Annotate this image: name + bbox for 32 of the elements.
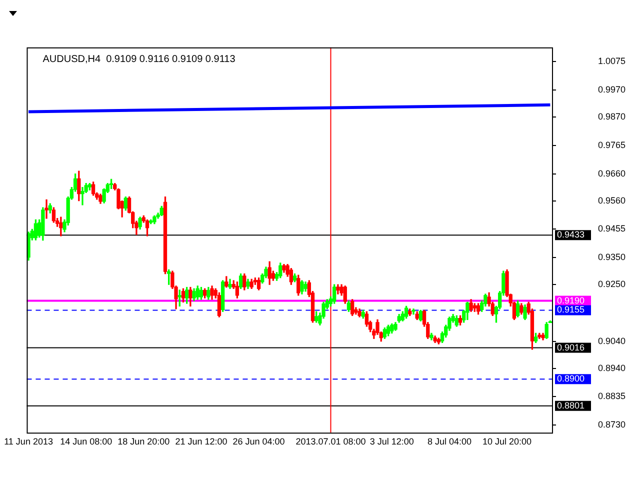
ref-line-label: 0.9016 [557,342,585,352]
y-tick-label: 0.8835 [598,391,626,402]
x-tick-label: 8 Jul 04:00 [427,436,472,446]
x-tick-label: 10 Jul 20:00 [482,436,532,446]
candlestick [44,199,48,219]
ref-line-label: 0.9433 [557,230,585,240]
x-tick-label: 21 Jun 12:00 [175,436,228,446]
ref-line-label: 0.9190 [557,295,585,306]
text: AUDUSD,H4 0.9109 0.9116 0.9109 0.9113 [42,54,236,66]
x-tick-label: 14 Jun 08:00 [60,436,112,446]
ref-line-label: 0.9155 [557,304,585,315]
y-tick-label: 1.0075 [598,56,626,66]
y-tick-label: 0.9455 [598,224,626,234]
y-tick-label: 0.9765 [598,140,626,150]
ref-line-label: 0.8900 [557,374,585,384]
x-tick-label: 26 Jun 04:00 [232,436,285,446]
candlestick [80,186,84,206]
y-tick-label: 0.9250 [598,279,626,290]
x-tick-label: 3 Jul 12:00 [370,436,414,446]
candlestick [412,308,416,315]
ref-line-label: 0.8801 [557,400,585,410]
y-tick-label: 0.9660 [598,168,626,178]
x-tick-label: 18 Jun 20:00 [118,436,170,446]
x-tick-label: 11 Jun 2013 [4,436,53,446]
y-tick-label: 0.9970 [598,84,626,95]
y-tick-label: 0.9870 [598,112,626,122]
x-tick-label: 2013.07.01 08:00 [296,436,366,446]
y-tick-label: 0.9560 [598,195,626,206]
y-tick-label: 0.8730 [598,420,626,430]
y-tick-label: 0.9350 [598,252,626,262]
y-tick-label: 0.9040 [598,336,626,346]
y-tick-label: 0.8940 [598,362,626,373]
